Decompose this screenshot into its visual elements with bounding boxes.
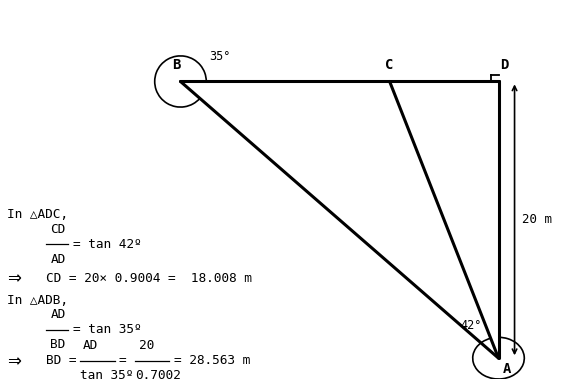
Text: AD: AD [83,339,99,352]
Text: 42°: 42° [460,319,482,332]
Text: 20: 20 [139,339,155,352]
Text: =: = [119,354,135,367]
Text: CD = 20× 0.9004 =  18.008 m: CD = 20× 0.9004 = 18.008 m [46,272,252,285]
Text: B: B [172,58,180,72]
Text: ⇒: ⇒ [7,352,21,370]
Text: AD: AD [50,253,66,266]
Text: 20 m: 20 m [522,213,552,226]
Text: 0.7002: 0.7002 [135,370,180,379]
Text: D: D [500,58,509,72]
Text: = tan 35º: = tan 35º [73,323,142,336]
Text: In △ADB,: In △ADB, [7,294,68,307]
Text: ⇒: ⇒ [7,269,21,288]
Text: AD: AD [50,308,66,321]
Text: 35°: 35° [209,50,230,63]
Text: In △ADC,: In △ADC, [7,208,68,221]
Text: C: C [386,58,394,72]
Text: CD: CD [50,223,66,236]
Text: = tan 42º: = tan 42º [73,238,142,251]
Text: tan 35º: tan 35º [80,370,134,379]
Text: BD =: BD = [46,354,84,367]
Text: BD: BD [50,338,66,351]
Text: = 28.563 m: = 28.563 m [174,354,250,367]
Text: A: A [503,362,512,376]
